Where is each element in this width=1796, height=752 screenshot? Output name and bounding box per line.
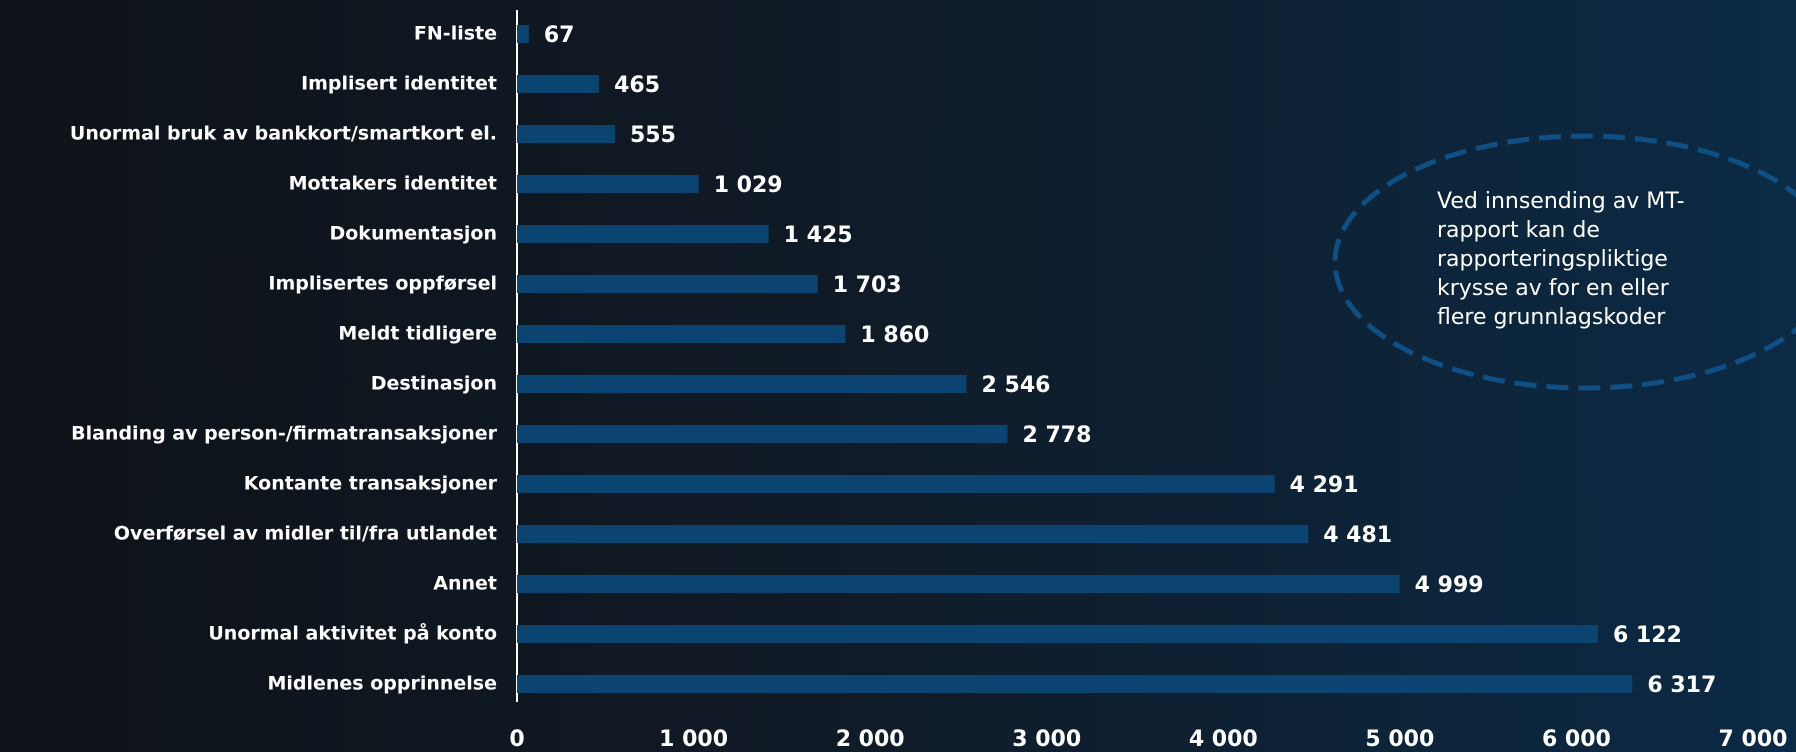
category-label: Unormal aktivitet på konto bbox=[208, 621, 497, 645]
bar bbox=[517, 575, 1400, 593]
bar bbox=[517, 275, 818, 293]
value-label: 555 bbox=[630, 123, 676, 148]
category-label: Midlenes opprinnelse bbox=[267, 673, 497, 695]
value-label: 4 291 bbox=[1290, 473, 1359, 498]
value-label: 1 703 bbox=[833, 273, 902, 298]
bar bbox=[517, 425, 1008, 443]
bar bbox=[517, 25, 529, 43]
bar bbox=[517, 675, 1633, 693]
category-label: Annet bbox=[433, 573, 497, 595]
category-label: Dokumentasjon bbox=[329, 223, 497, 245]
bar bbox=[517, 625, 1598, 643]
x-tick-label: 7 000 bbox=[1719, 727, 1788, 752]
value-label: 6 317 bbox=[1647, 673, 1716, 698]
category-label: Mottakers identitet bbox=[289, 173, 497, 195]
value-label: 1 029 bbox=[714, 173, 783, 198]
bar bbox=[517, 75, 600, 93]
category-label: Unormal bruk av bankkort/smartkort el. bbox=[70, 123, 497, 145]
category-label: Destinasjon bbox=[371, 373, 497, 395]
x-tick-label: 3 000 bbox=[1012, 727, 1081, 752]
bar bbox=[517, 375, 967, 393]
value-label: 4 481 bbox=[1323, 523, 1392, 548]
x-tick-label: 4 000 bbox=[1189, 727, 1258, 752]
x-tick-label: 0 bbox=[509, 727, 524, 752]
x-tick-label: 5 000 bbox=[1365, 727, 1434, 752]
bar bbox=[517, 475, 1275, 493]
category-label: Kontante transaksjoner bbox=[244, 473, 498, 495]
bar bbox=[517, 125, 615, 143]
x-tick-label: 2 000 bbox=[836, 727, 905, 752]
value-label: 465 bbox=[614, 73, 660, 98]
annotation-text: krysse av for en eller bbox=[1437, 276, 1670, 301]
bar bbox=[517, 525, 1309, 543]
annotation-ellipse bbox=[1332, 133, 1796, 391]
bar bbox=[517, 225, 769, 243]
category-label: Overførsel av midler til/fra utlandet bbox=[114, 523, 497, 545]
value-label: 67 bbox=[544, 23, 575, 48]
x-tick-label: 1 000 bbox=[659, 727, 728, 752]
value-label: 2 778 bbox=[1023, 423, 1092, 448]
value-label: 6 122 bbox=[1613, 623, 1682, 648]
annotation-text: flere grunnlagskoder bbox=[1437, 305, 1666, 330]
bar bbox=[517, 325, 846, 343]
value-label: 1 425 bbox=[784, 223, 853, 248]
category-label: Implisertes oppførsel bbox=[268, 273, 497, 295]
annotation-text: Ved innsending av MT- bbox=[1437, 189, 1685, 214]
category-label: Implisert identitet bbox=[301, 73, 497, 95]
value-label: 2 546 bbox=[982, 373, 1051, 398]
value-label: 1 860 bbox=[860, 323, 929, 348]
value-label: 4 999 bbox=[1415, 573, 1484, 598]
annotation-text: rapporteringspliktige bbox=[1437, 247, 1668, 272]
category-label: Meldt tidligere bbox=[338, 323, 497, 345]
category-label: Blanding av person-/firmatransaksjoner bbox=[71, 423, 498, 445]
annotation-text: rapport kan de bbox=[1437, 218, 1600, 243]
category-label: FN-liste bbox=[414, 23, 497, 45]
x-tick-label: 6 000 bbox=[1542, 727, 1611, 752]
bar bbox=[517, 175, 699, 193]
